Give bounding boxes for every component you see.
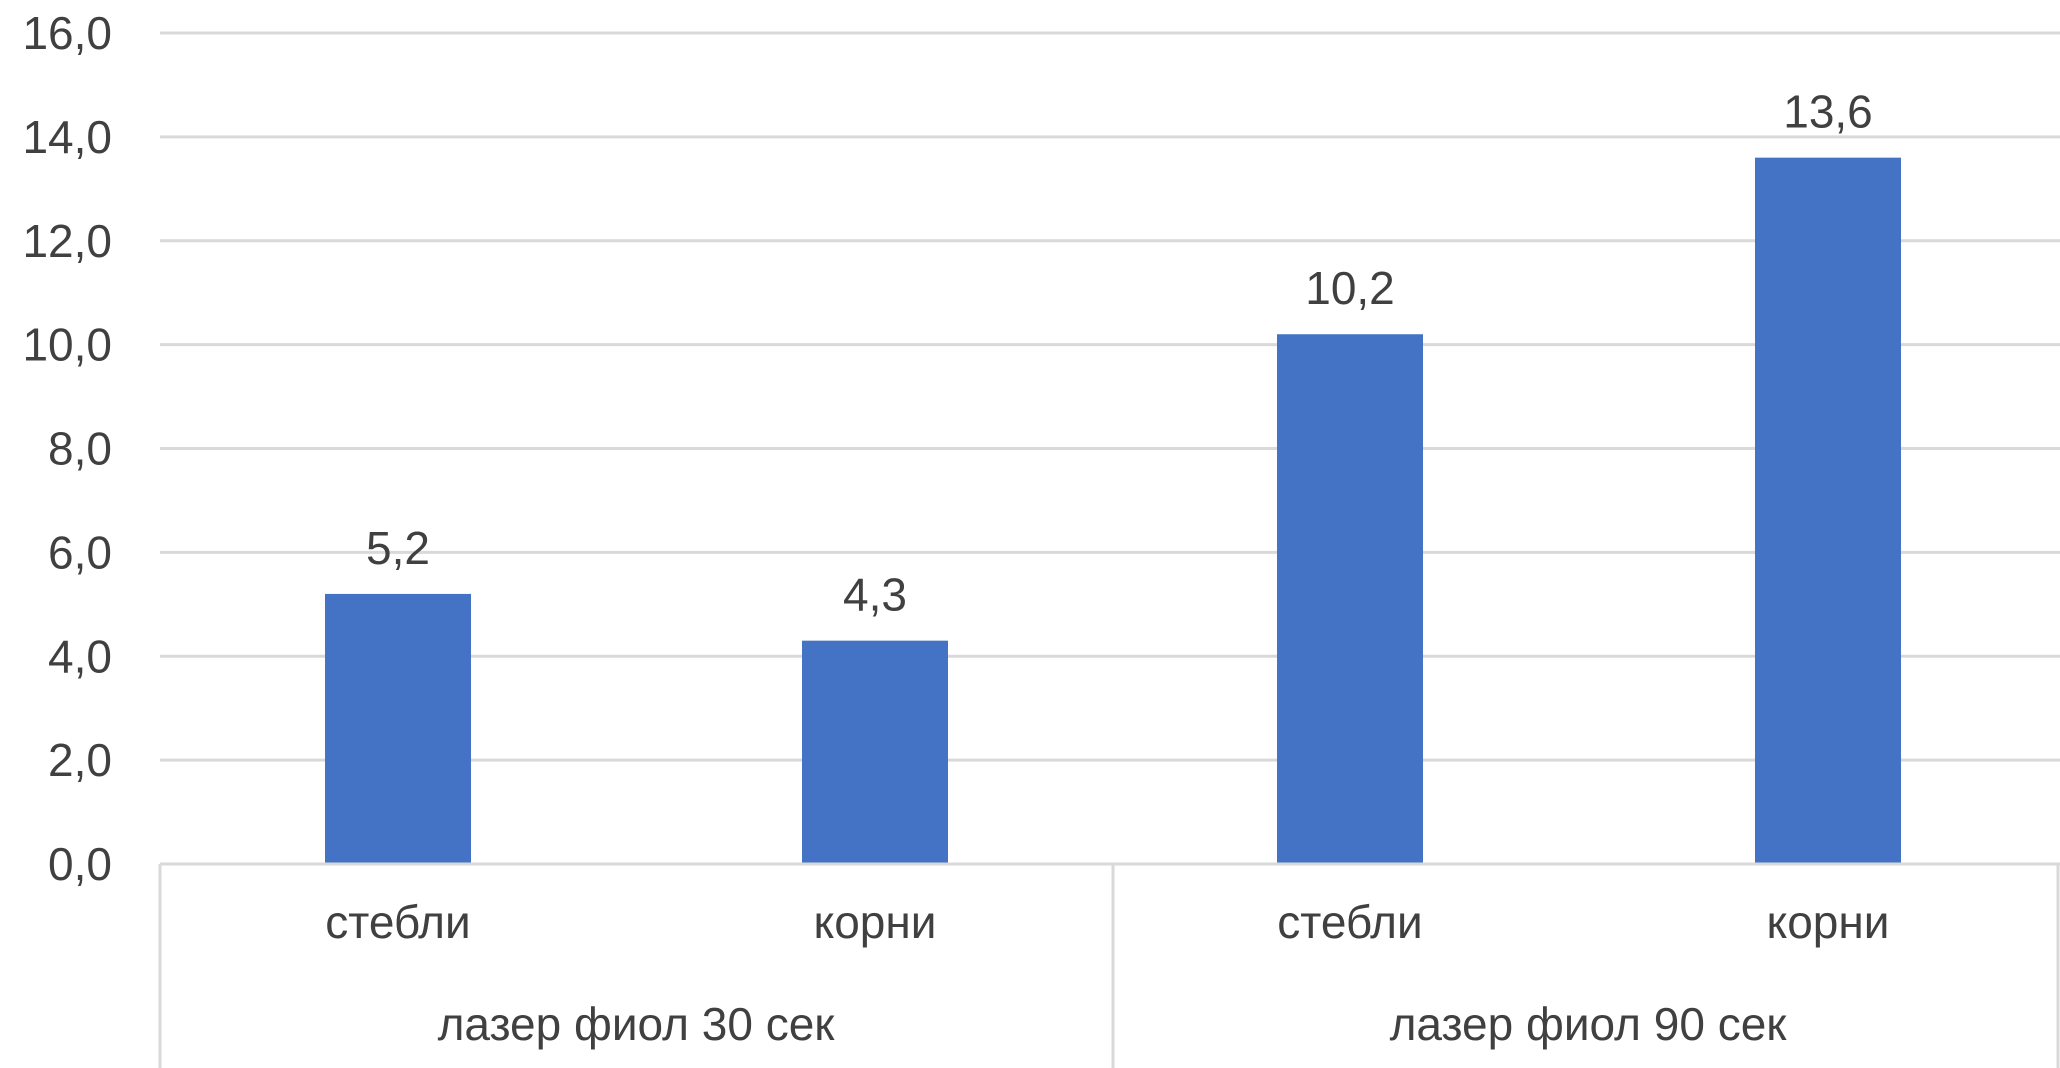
y-tick-label: 2,0 (48, 734, 112, 786)
bars (325, 157, 1901, 864)
gridlines (160, 31, 2060, 762)
x-category-label: корни (814, 896, 937, 948)
data-label: 10,2 (1305, 262, 1395, 314)
y-tick-label: 14,0 (22, 111, 112, 163)
x-group-label: лазер фиол 30 сек (438, 998, 836, 1050)
x-category-label: стебли (325, 896, 470, 948)
y-tick-label: 10,0 (22, 319, 112, 371)
bar (802, 640, 948, 864)
bar (1755, 157, 1901, 864)
y-tick-label: 16,0 (22, 7, 112, 59)
bar (1277, 334, 1423, 864)
data-labels: 5,2 4,3 10,2 13,6 (366, 86, 1873, 621)
x-axis: стебли корни лазер фиол 30 сек стебли корни л… (158, 862, 2060, 1068)
y-tick-label: 0,0 (48, 838, 112, 890)
data-label: 13,6 (1783, 86, 1873, 138)
x-group-label: лазер фиол 90 сек (1390, 998, 1788, 1050)
y-tick-label: 4,0 (48, 630, 112, 682)
x-category-label: стебли (1277, 896, 1422, 948)
y-tick-label: 12,0 (22, 215, 112, 267)
data-label: 5,2 (366, 522, 430, 574)
bar (325, 593, 471, 864)
x-category-label: корни (1767, 896, 1890, 948)
y-tick-label: 6,0 (48, 526, 112, 578)
y-tick-label: 8,0 (48, 423, 112, 475)
data-label: 4,3 (843, 569, 907, 621)
y-axis-tick-labels: 0,0 2,0 4,0 6,0 8,0 10,0 12,0 14,0 16,0 (22, 7, 112, 890)
